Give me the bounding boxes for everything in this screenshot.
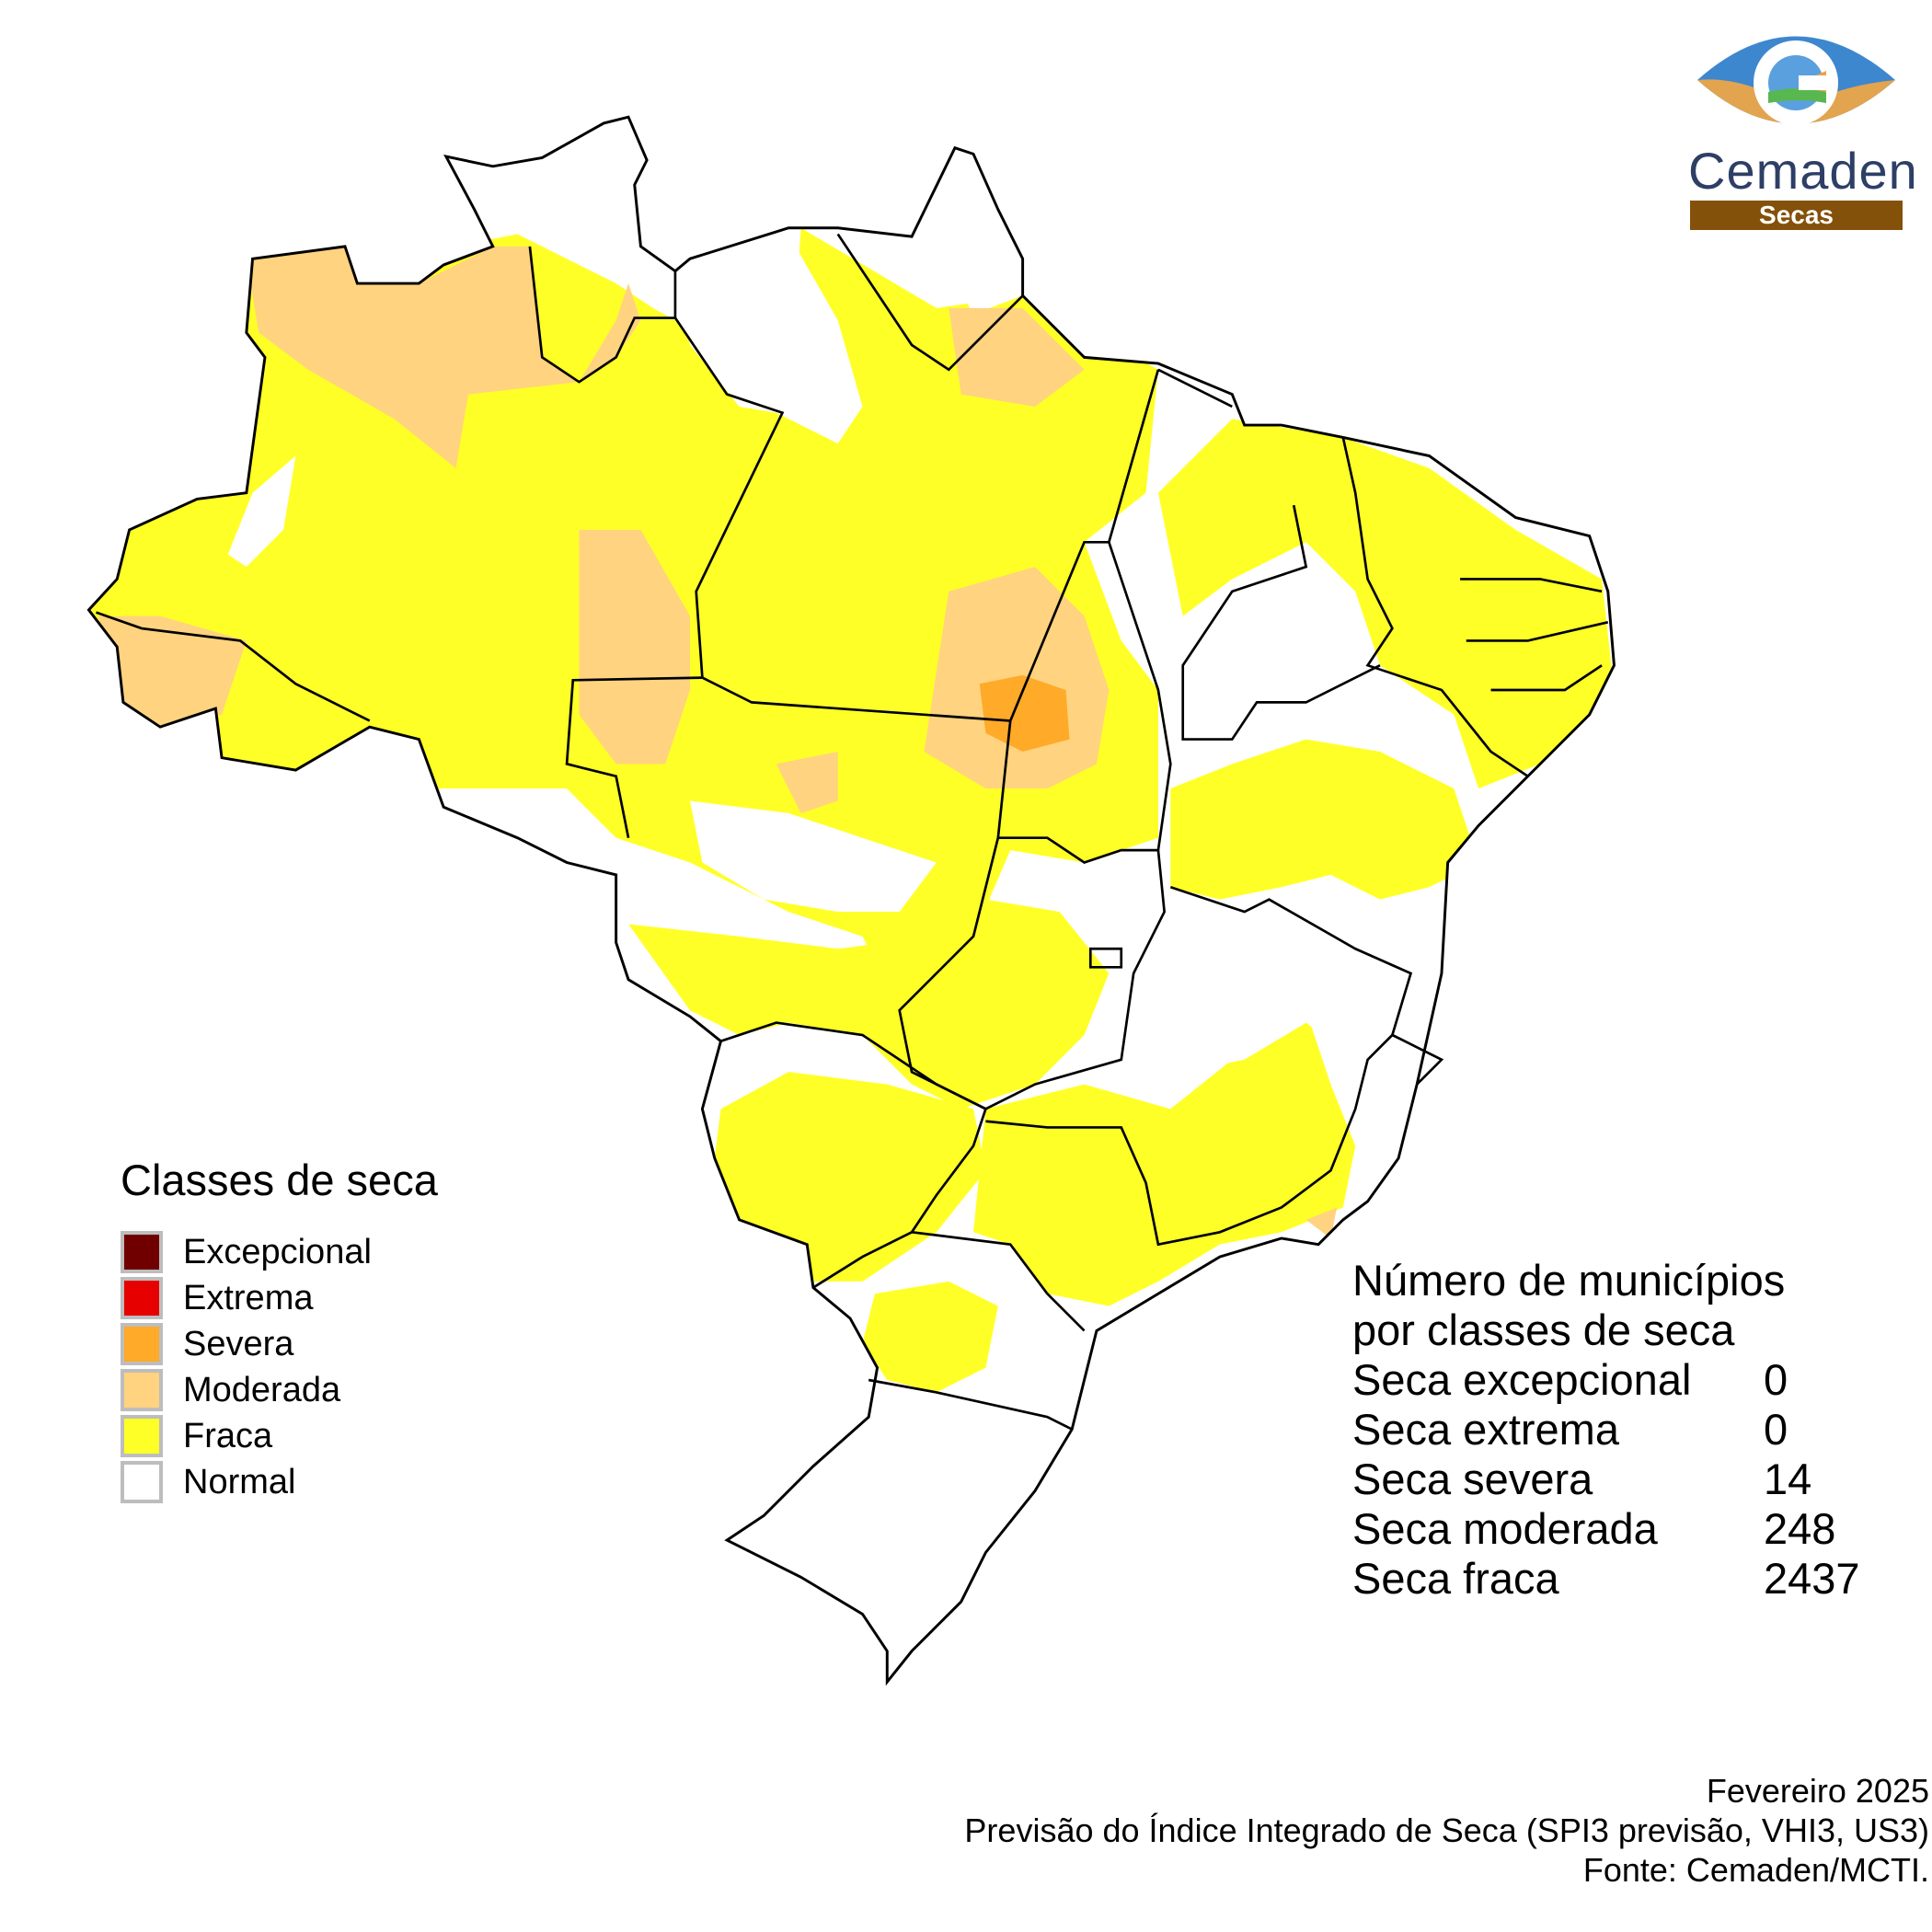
stats-label: Seca fraca bbox=[1352, 1554, 1559, 1603]
normal-patch-ac bbox=[227, 455, 296, 568]
stats-label: Seca moderada bbox=[1352, 1504, 1658, 1553]
stats-value: 0 bbox=[1764, 1405, 1788, 1454]
legend: Classes de seca Excepcional Extrema Seve… bbox=[121, 1155, 438, 1505]
legend-item-normal: Normal bbox=[121, 1459, 438, 1505]
state-borders bbox=[96, 233, 1609, 1431]
stats-label: Seca excepcional bbox=[1352, 1355, 1692, 1404]
footer-date: Fevereiro 2025 bbox=[1706, 1772, 1929, 1810]
legend-item-severa: Severa bbox=[121, 1321, 438, 1367]
normal-patch-mg bbox=[1133, 912, 1393, 1073]
logo-name: Cemaden bbox=[1688, 142, 1918, 200]
legend-swatch bbox=[121, 1369, 163, 1411]
stats-value: 248 bbox=[1764, 1504, 1836, 1553]
cemaden-logo: Cemaden Secas bbox=[1688, 20, 1918, 230]
stats-row: Seca severa 14 bbox=[1352, 1455, 1860, 1504]
stats-title-line1: Número de municípios bbox=[1352, 1256, 1786, 1305]
eye-logo-icon bbox=[1697, 36, 1895, 125]
legend-label: Normal bbox=[183, 1462, 296, 1501]
normal-patch-ap2 bbox=[936, 154, 1023, 315]
fraca-region-northeast bbox=[1157, 419, 1615, 789]
legend-item-extrema: Extrema bbox=[121, 1275, 438, 1321]
moderada-region-ro bbox=[579, 529, 690, 765]
moderada-patch-mt bbox=[776, 751, 838, 813]
legend-swatch bbox=[121, 1461, 163, 1503]
stats-row: Seca excepcional 0 bbox=[1352, 1355, 1860, 1405]
legend-label: Extrema bbox=[183, 1278, 314, 1317]
legend-swatch bbox=[121, 1415, 163, 1457]
moderada-region-pa bbox=[949, 307, 1085, 407]
fraca-region-southeast bbox=[973, 1010, 1356, 1306]
stats-value: 2437 bbox=[1764, 1554, 1860, 1603]
moderada-region-nw bbox=[246, 246, 641, 468]
stats-row: Seca extrema 0 bbox=[1352, 1405, 1860, 1455]
legend-label: Severa bbox=[183, 1324, 294, 1363]
fraca-region-ba bbox=[1170, 739, 1479, 900]
fraca-region-ms bbox=[714, 1072, 986, 1282]
stats-label: Seca extrema bbox=[1352, 1405, 1619, 1454]
legend-swatch bbox=[121, 1277, 163, 1319]
legend-item-fraca: Fraca bbox=[121, 1413, 438, 1459]
municipality-stats: Número de municípios por classes de seca… bbox=[1352, 1256, 1860, 1604]
stats-row: Seca fraca 2437 bbox=[1352, 1554, 1860, 1604]
legend-item-moderada: Moderada bbox=[121, 1367, 438, 1413]
fraca-region-center bbox=[628, 899, 1110, 1110]
footer-product: Previsão do Índice Integrado de Seca (SP… bbox=[964, 1811, 1929, 1849]
normal-patch-south bbox=[727, 1404, 1048, 1683]
footer-caption: Fevereiro 2025 Previsão do Índice Integr… bbox=[964, 1771, 1929, 1890]
stats-title-line2: por classes de seca bbox=[1352, 1305, 1735, 1354]
legend-label: Moderada bbox=[183, 1370, 341, 1409]
stats-row: Seca moderada 248 bbox=[1352, 1504, 1860, 1554]
severa-region-to bbox=[979, 674, 1070, 752]
moderada-region-ac bbox=[98, 615, 247, 728]
legend-label: Excepcional bbox=[183, 1232, 372, 1271]
logo-subtitle: Secas bbox=[1690, 201, 1903, 230]
normal-patch-ap bbox=[674, 234, 863, 444]
stats-value: 14 bbox=[1764, 1455, 1812, 1503]
legend-swatch bbox=[121, 1323, 163, 1365]
moderada-patch-sp bbox=[1305, 1207, 1338, 1238]
fraca-region-south bbox=[862, 1281, 998, 1393]
legend-title: Classes de seca bbox=[121, 1156, 438, 1204]
stats-label: Seca severa bbox=[1352, 1455, 1593, 1503]
footer-source: Fonte: Cemaden/MCTI. bbox=[1582, 1851, 1929, 1889]
legend-label: Fraca bbox=[183, 1416, 273, 1455]
normal-patch-mt bbox=[690, 800, 937, 913]
legend-item-excepcional: Excepcional bbox=[121, 1229, 438, 1275]
stats-value: 0 bbox=[1764, 1355, 1788, 1404]
legend-swatch bbox=[121, 1231, 163, 1273]
